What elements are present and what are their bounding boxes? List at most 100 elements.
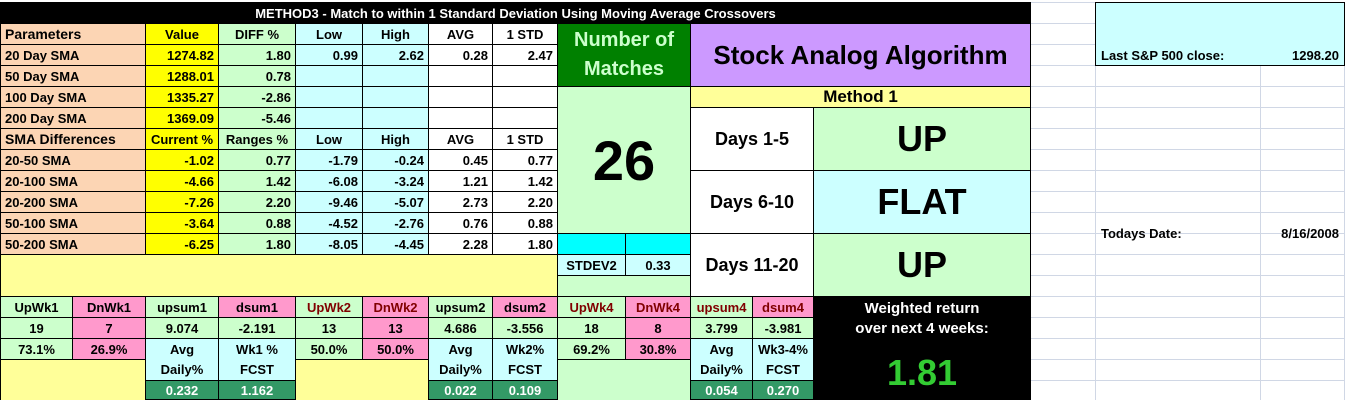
empty-cell <box>557 233 626 255</box>
value-cell: 2.20 <box>218 191 296 213</box>
value-cell: -4.52 <box>295 212 363 234</box>
value-cell: 1335.27 <box>145 86 219 108</box>
value-cell <box>428 107 493 129</box>
match-count: 26 <box>557 86 691 234</box>
row-label: 20-100 SMA <box>0 170 146 192</box>
column-header: Parameters <box>0 23 146 45</box>
week-header: DnWk1 <box>72 296 146 318</box>
row-label: 50-100 SMA <box>0 212 146 234</box>
week-count: 8 <box>625 317 691 339</box>
info-value: 8/16/2008 <box>1281 225 1339 241</box>
weighted-label: Weighted return <box>864 300 980 317</box>
week-count: 13 <box>295 317 363 339</box>
column-header: AVG <box>428 128 493 150</box>
week-pct: 69.2% <box>557 338 626 360</box>
value-cell: -1.79 <box>295 149 363 171</box>
period-label: Days 11-20 <box>690 233 814 297</box>
fcst-label: FCST <box>752 359 814 381</box>
forecast: FLAT <box>813 170 1031 234</box>
week-count: 3.799 <box>690 317 753 339</box>
info-value: 1298.20 <box>1292 47 1339 63</box>
avg-label: Daily% <box>428 359 493 381</box>
week-header: upsum4 <box>690 296 753 318</box>
empty-cell <box>1030 65 1096 87</box>
value-cell: 1.80 <box>492 233 558 255</box>
column-header: SMA Differences <box>0 128 146 150</box>
avg-value: 0.022 <box>428 380 493 400</box>
week-header: UpWk4 <box>557 296 626 318</box>
value-cell: 0.76 <box>428 212 493 234</box>
empty-cell <box>1030 86 1096 108</box>
column-header: AVG <box>428 23 493 45</box>
avg-label: Avg <box>690 338 753 360</box>
column-header: High <box>362 23 429 45</box>
value-cell: -4.66 <box>145 170 219 192</box>
fcst-value: 0.109 <box>492 380 558 400</box>
value-cell: -1.02 <box>145 149 219 171</box>
fcst-label: Wk3-4% <box>752 338 814 360</box>
empty-cell <box>1030 275 1096 297</box>
empty-cell <box>625 233 691 255</box>
value-cell <box>295 107 363 129</box>
value-cell: -6.25 <box>145 233 219 255</box>
week-count: 13 <box>362 317 429 339</box>
week-header: UpWk1 <box>0 296 73 318</box>
info-box <box>1095 2 1345 66</box>
matches-label: Number of Matches <box>557 23 691 87</box>
value-cell: 1.80 <box>218 44 296 66</box>
value-cell: 1288.01 <box>145 65 219 87</box>
week-header: UpWk2 <box>295 296 363 318</box>
empty-cell <box>1030 296 1096 318</box>
column-header: Ranges % <box>218 128 296 150</box>
empty-cell <box>295 359 429 400</box>
row-label: 20 Day SMA <box>0 44 146 66</box>
value-cell <box>492 107 558 129</box>
week-header: dsum2 <box>492 296 558 318</box>
empty-cell <box>1030 23 1096 45</box>
period-label: Days 1-5 <box>690 107 814 171</box>
value-cell: -9.46 <box>295 191 363 213</box>
empty-cell <box>1030 128 1096 150</box>
value-cell: 0.77 <box>218 149 296 171</box>
weighted-label: over next 4 weeks: <box>855 320 989 337</box>
column-header: Current % <box>145 128 219 150</box>
row-label: 50-200 SMA <box>0 233 146 255</box>
empty-cell <box>1030 233 1096 255</box>
value-cell: 0.77 <box>492 149 558 171</box>
value-cell <box>295 65 363 87</box>
week-header: dsum1 <box>218 296 296 318</box>
value-cell <box>362 86 429 108</box>
week-header: upsum1 <box>145 296 219 318</box>
value-cell <box>428 65 493 87</box>
week-header: DnWk4 <box>625 296 691 318</box>
value-cell: 2.28 <box>428 233 493 255</box>
row-label: 20-50 SMA <box>0 149 146 171</box>
info-label: Todays Date: <box>1101 225 1182 241</box>
row-label: 20-200 SMA <box>0 191 146 213</box>
avg-label: Avg <box>428 338 493 360</box>
weighted-value: 1.81 <box>886 352 958 393</box>
empty-cell <box>557 359 691 400</box>
week-header: dsum4 <box>752 296 814 318</box>
value-cell: 1274.82 <box>145 44 219 66</box>
label-line: Matches <box>583 58 665 80</box>
value-cell <box>362 65 429 87</box>
forecast: UP <box>813 107 1031 171</box>
weighted-box: Weighted return over next 4 weeks: 1.81 <box>813 296 1031 400</box>
fcst-label: Wk2% <box>492 338 558 360</box>
column-header: High <box>362 128 429 150</box>
info-label: Last S&P 500 close: <box>1101 47 1225 63</box>
avg-label: Daily% <box>690 359 753 381</box>
method-label: Method 1 <box>690 86 1031 108</box>
empty-cell <box>1030 338 1096 360</box>
empty-cell <box>557 275 691 297</box>
row-label: 50 Day SMA <box>0 65 146 87</box>
week-pct: 50.0% <box>362 338 429 360</box>
value-cell: 1.80 <box>218 233 296 255</box>
forecast: UP <box>813 233 1031 297</box>
week-count: 7 <box>72 317 146 339</box>
value-cell: 2.47 <box>492 44 558 66</box>
week-count: -3.981 <box>752 317 814 339</box>
week-pct: 73.1% <box>0 338 73 360</box>
